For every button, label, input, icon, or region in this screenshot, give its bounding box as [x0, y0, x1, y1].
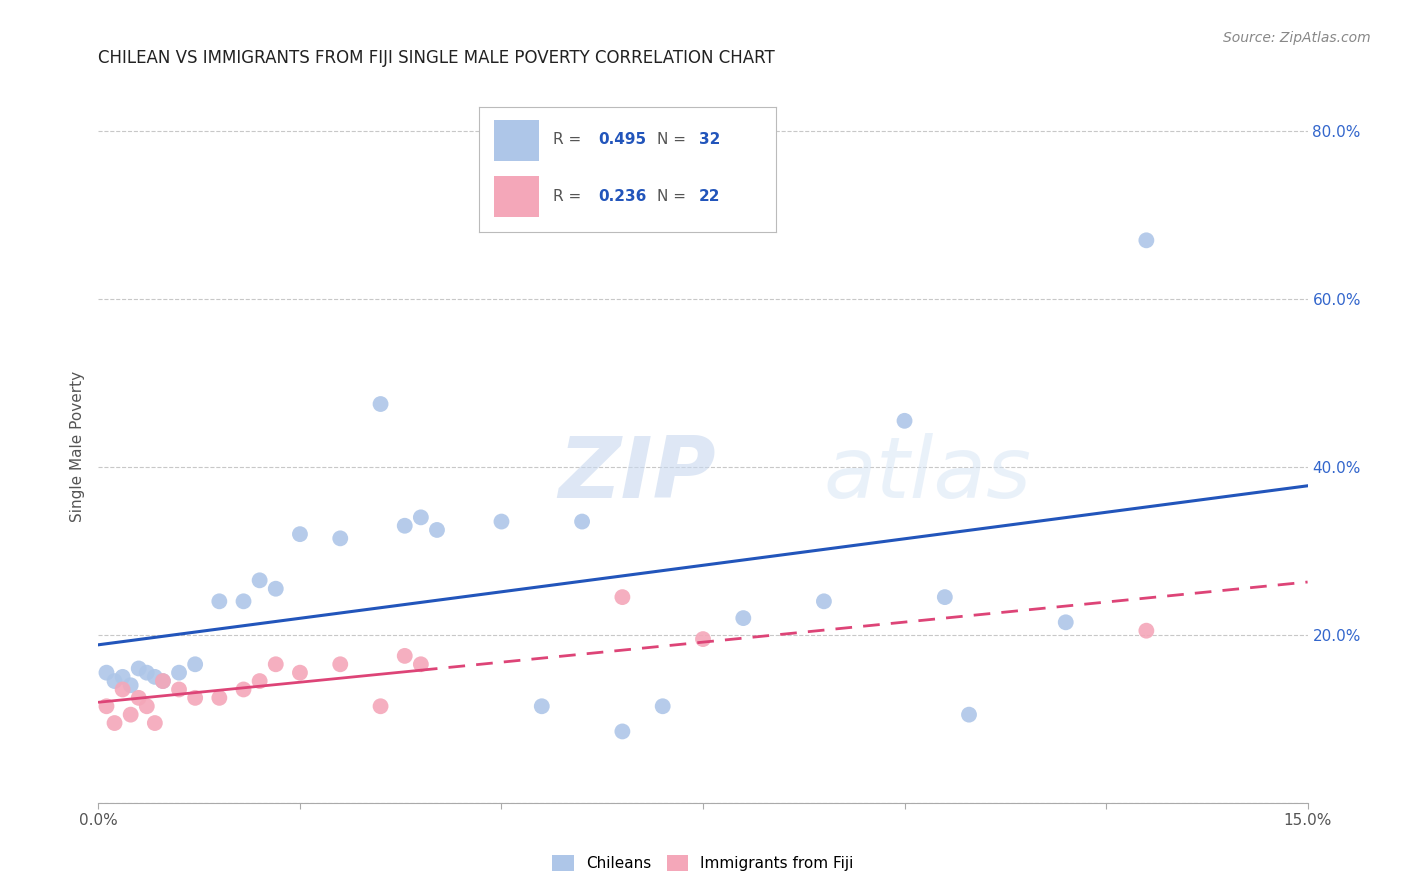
Point [264, 582, 287, 596]
Text: ZIP: ZIP [558, 433, 716, 516]
Point [651, 699, 673, 714]
Point [167, 682, 190, 697]
Point [208, 690, 231, 705]
Point [264, 657, 287, 672]
Point [612, 724, 634, 739]
Point [1054, 615, 1077, 630]
Text: Source: ZipAtlas.com: Source: ZipAtlas.com [1223, 31, 1371, 45]
Point [184, 657, 207, 672]
Point [232, 594, 254, 608]
Point [329, 657, 352, 672]
Point [111, 670, 134, 684]
Point [394, 648, 416, 663]
Point [893, 414, 915, 428]
Point [103, 716, 125, 731]
Point [103, 674, 125, 689]
Point [143, 716, 166, 731]
Point [1135, 624, 1157, 638]
Point [394, 518, 416, 533]
Point [120, 678, 142, 692]
Point [184, 690, 207, 705]
Point [1135, 233, 1157, 247]
Point [96, 665, 118, 680]
Point [370, 397, 392, 411]
Text: atlas: atlas [824, 433, 1032, 516]
Point [733, 611, 755, 625]
Point [530, 699, 553, 714]
Point [329, 532, 352, 546]
Point [208, 594, 231, 608]
Point [232, 682, 254, 697]
Point [135, 665, 157, 680]
Point [491, 515, 513, 529]
Point [152, 674, 174, 689]
Point [409, 510, 432, 524]
Text: CHILEAN VS IMMIGRANTS FROM FIJI SINGLE MALE POVERTY CORRELATION CHART: CHILEAN VS IMMIGRANTS FROM FIJI SINGLE M… [98, 49, 775, 67]
Point [692, 632, 714, 646]
Point [128, 661, 150, 675]
Point [957, 707, 980, 722]
Point [96, 699, 118, 714]
Point [143, 670, 166, 684]
Point [249, 674, 271, 689]
Point [813, 594, 835, 608]
Point [249, 574, 271, 588]
Point [612, 590, 634, 604]
Point [426, 523, 449, 537]
Point [167, 665, 190, 680]
Point [120, 707, 142, 722]
Point [135, 699, 157, 714]
Point [370, 699, 392, 714]
Y-axis label: Single Male Poverty: Single Male Poverty [70, 370, 86, 522]
Legend: Chileans, Immigrants from Fiji: Chileans, Immigrants from Fiji [547, 849, 859, 877]
Point [571, 515, 593, 529]
Point [152, 674, 174, 689]
Point [288, 527, 311, 541]
Point [111, 682, 134, 697]
Point [128, 690, 150, 705]
Point [409, 657, 432, 672]
Point [934, 590, 956, 604]
Point [288, 665, 311, 680]
